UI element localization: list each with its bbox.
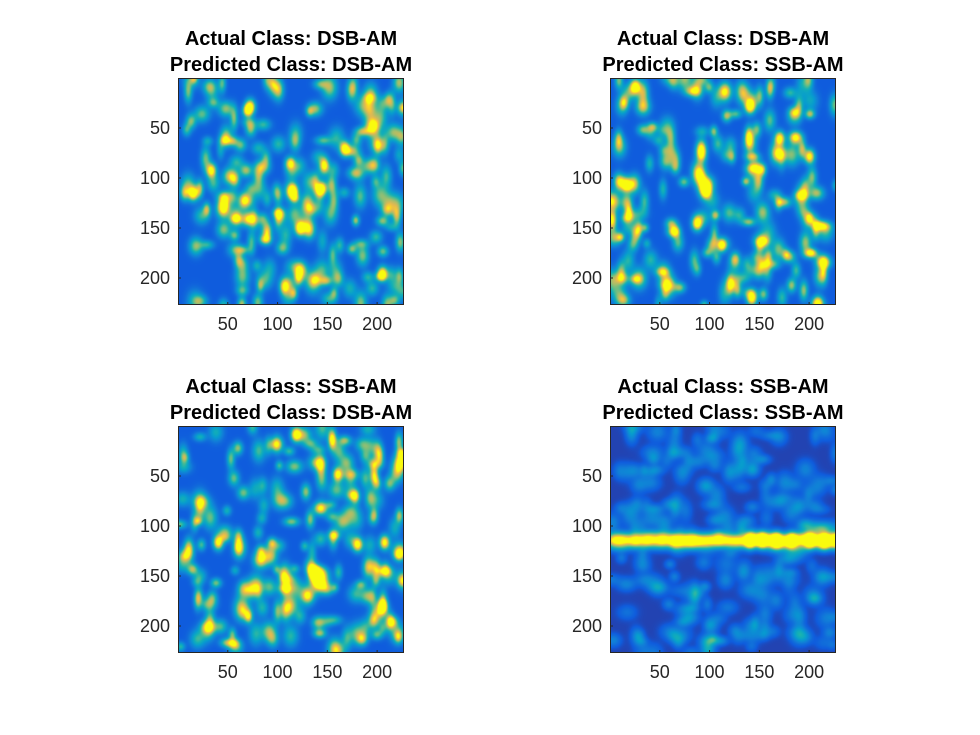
x-tick-label: 50 [650,662,670,682]
axes-frame [178,78,404,305]
y-tick-label: 150 [572,566,602,586]
y-tick-label: 150 [140,218,170,238]
actual-class-title: Actual Class: SSB-AM [617,376,828,398]
axes-frame [610,426,836,653]
x-tick-label: 200 [362,314,392,334]
predicted-class-title: Predicted Class: DSB-AM [170,54,412,76]
actual-class-title: Actual Class: DSB-AM [617,28,829,50]
heatmap-image [178,78,404,305]
heatmap-image [610,78,836,305]
y-tick-label: 100 [140,168,170,188]
x-tick-label: 100 [263,314,293,334]
actual-class-title: Actual Class: SSB-AM [185,376,396,398]
heatmap-image [610,426,836,653]
x-tick-label: 150 [744,314,774,334]
x-tick-label: 100 [695,662,725,682]
predicted-class-title: Predicted Class: DSB-AM [170,402,412,424]
y-tick-label: 50 [582,466,602,486]
y-tick-label: 150 [572,218,602,238]
heatmap-panel-2: Actual Class: DSB-AM Predicted Class: SSB… [572,28,844,334]
y-tick-label: 200 [140,268,170,288]
x-tick-label: 150 [312,314,342,334]
y-tick-label: 200 [572,616,602,636]
heatmap-image [178,426,404,653]
y-tick-label: 50 [582,118,602,138]
x-tick-label: 150 [312,662,342,682]
x-tick-label: 100 [263,662,293,682]
predicted-class-title: Predicted Class: SSB-AM [602,402,843,424]
axes-frame [178,426,404,653]
x-tick-label: 150 [744,662,774,682]
predicted-class-title: Predicted Class: SSB-AM [602,54,843,76]
y-tick-label: 100 [572,168,602,188]
x-tick-label: 50 [650,314,670,334]
y-tick-label: 50 [150,466,170,486]
heatmap-panel-3: Actual Class: SSB-AM Predicted Class: DSB… [140,376,412,682]
y-tick-label: 200 [572,268,602,288]
x-tick-label: 100 [695,314,725,334]
y-tick-label: 50 [150,118,170,138]
axes-frame [610,78,836,305]
x-tick-label: 200 [794,314,824,334]
x-tick-label: 200 [362,662,392,682]
x-tick-label: 200 [794,662,824,682]
heatmap-panel-4: Actual Class: SSB-AM Predicted Class: SSB… [572,376,844,682]
x-tick-label: 50 [218,314,238,334]
y-tick-label: 100 [140,516,170,536]
heatmap-panel-1: Actual Class: DSB-AM Predicted Class: DSB… [140,28,412,334]
x-tick-label: 50 [218,662,238,682]
y-tick-label: 200 [140,616,170,636]
y-tick-label: 100 [572,516,602,536]
actual-class-title: Actual Class: DSB-AM [185,28,397,50]
y-tick-label: 150 [140,566,170,586]
